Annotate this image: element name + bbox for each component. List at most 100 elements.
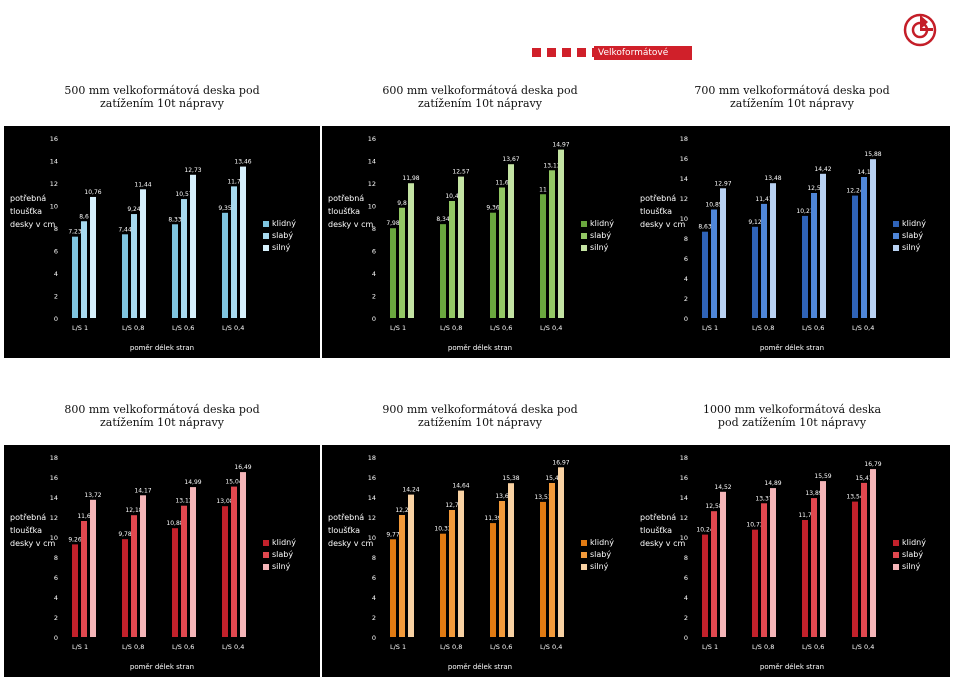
y-tick-label: 4: [684, 275, 688, 283]
y-axis-label: potřebná tloušťka desky v cm: [10, 511, 55, 550]
company-logo-icon: [903, 13, 937, 47]
data-label: 7,23: [68, 229, 82, 236]
data-label: 16,79: [864, 461, 881, 468]
data-label: 13,54: [846, 494, 863, 501]
data-label: 13,89: [805, 490, 822, 497]
bar: [449, 201, 455, 318]
data-label: 11,41: [755, 196, 772, 203]
chart-panel-6: 1000 mm velkoformátová deska pod zatížen…: [634, 387, 950, 677]
legend-swatch: [893, 564, 899, 570]
bar: [711, 209, 717, 318]
bar: [140, 495, 146, 637]
bar: [390, 539, 396, 637]
x-tick-label: L/S 0,6: [490, 324, 512, 332]
bar: [458, 176, 464, 318]
y-tick-label: 6: [684, 255, 688, 263]
data-label: 14,1: [857, 169, 871, 176]
header-squares: [532, 48, 601, 57]
x-tick-label: L/S 0,4: [540, 643, 562, 651]
data-label: 13,67: [502, 156, 519, 163]
x-tick-label: L/S 1: [390, 643, 406, 651]
bar: [508, 164, 514, 318]
bar: [861, 482, 867, 637]
data-label: 10,4: [445, 193, 459, 200]
y-tick-label: 10: [50, 534, 58, 542]
bar: [490, 212, 496, 318]
bar: [81, 521, 87, 637]
y-axis-label: potřebná tloušťka desky v cm: [640, 192, 685, 231]
bar: [122, 234, 128, 318]
legend-swatches: [263, 540, 269, 570]
legend: klidný slabý silný: [272, 218, 296, 254]
bar: [752, 226, 758, 318]
data-label: 13,51: [534, 494, 551, 501]
x-tick-label: L/S 0,6: [490, 643, 512, 651]
legend-swatches: [581, 221, 587, 251]
legend-swatches: [263, 221, 269, 251]
data-label: 14,42: [814, 166, 831, 173]
bar: [390, 228, 396, 318]
data-label: 14,64: [452, 483, 469, 490]
chart-title: 900 mm velkoformátová deska pod zatížení…: [322, 387, 638, 445]
legend-swatch: [263, 245, 269, 251]
data-label: 9,36: [486, 205, 500, 212]
bar: [702, 231, 708, 318]
y-tick-label: 16: [368, 135, 376, 143]
data-label: 14,17: [134, 487, 151, 494]
y-axis-label-line: potřebná: [640, 194, 677, 203]
bar-chart: 0 2 4 6 8 10 12 14 16 18 9,26 11,6 13,72 L/S 1 9,78 12,…: [50, 454, 252, 651]
legend-swatch: [893, 221, 899, 227]
bar: [852, 501, 858, 637]
y-axis-label-line: desky v cm: [640, 220, 686, 229]
data-label: 13,72: [84, 492, 101, 499]
data-label: 15,4: [545, 475, 559, 482]
legend: klidný slabý silný: [590, 537, 614, 573]
data-label: 7,98: [386, 220, 400, 227]
data-label: 10,76: [84, 189, 101, 196]
bar: [752, 529, 758, 637]
bar: [181, 199, 187, 318]
bar: [231, 186, 237, 318]
legend-item: klidný: [590, 219, 614, 228]
legend-item: klidný: [590, 538, 614, 547]
y-axis-label-line: potřebná: [10, 194, 47, 203]
data-label: 15,04: [225, 479, 242, 486]
y-tick-label: 8: [684, 554, 688, 562]
legend: klidný slabý silný: [902, 537, 926, 573]
y-axis-label-line: potřebná: [328, 513, 365, 522]
y-tick-label: 16: [680, 155, 688, 163]
chart-panel-2: 600 mm velkoformátová deska pod zatížení…: [322, 68, 638, 358]
x-tick-label: L/S 0,4: [540, 324, 562, 332]
y-axis-label: potřebná tloušťka desky v cm: [328, 511, 373, 550]
data-label: 11: [539, 186, 547, 193]
data-label: 12,5: [807, 185, 821, 192]
legend-swatch: [581, 552, 587, 558]
legend-swatch: [263, 552, 269, 558]
bar: [440, 224, 446, 318]
x-axis-label: poměr délek stran: [759, 663, 825, 671]
y-tick-label: 6: [684, 574, 688, 582]
chart-title: 800 mm velkoformátová deska pod zatížení…: [4, 387, 320, 445]
data-label: 10,21: [796, 208, 813, 215]
data-label: 14,99: [184, 479, 201, 486]
data-label: 10,57: [175, 191, 192, 198]
bar: [540, 194, 546, 318]
x-tick-label: L/S 0,4: [852, 324, 874, 332]
bar: [490, 523, 496, 637]
data-label: 16,97: [552, 459, 569, 466]
data-label: 10,24: [696, 527, 713, 534]
legend-swatch: [581, 233, 587, 239]
data-label: 12,97: [714, 180, 731, 187]
bar: [820, 173, 826, 318]
data-label: 9,26: [68, 536, 82, 543]
y-axis-label-line: tloušťka: [328, 526, 361, 535]
x-axis-label: poměr délek stran: [129, 344, 195, 352]
y-tick-label: 0: [684, 634, 688, 642]
y-axis-label: potřebná tloušťka desky v cm: [328, 192, 373, 231]
bar: [408, 494, 414, 637]
bar: [761, 203, 767, 318]
y-tick-label: 14: [368, 158, 376, 166]
y-axis-label-line: desky v cm: [10, 539, 56, 548]
bar: [870, 469, 876, 637]
y-axis-label-line: potřebná: [640, 513, 677, 522]
